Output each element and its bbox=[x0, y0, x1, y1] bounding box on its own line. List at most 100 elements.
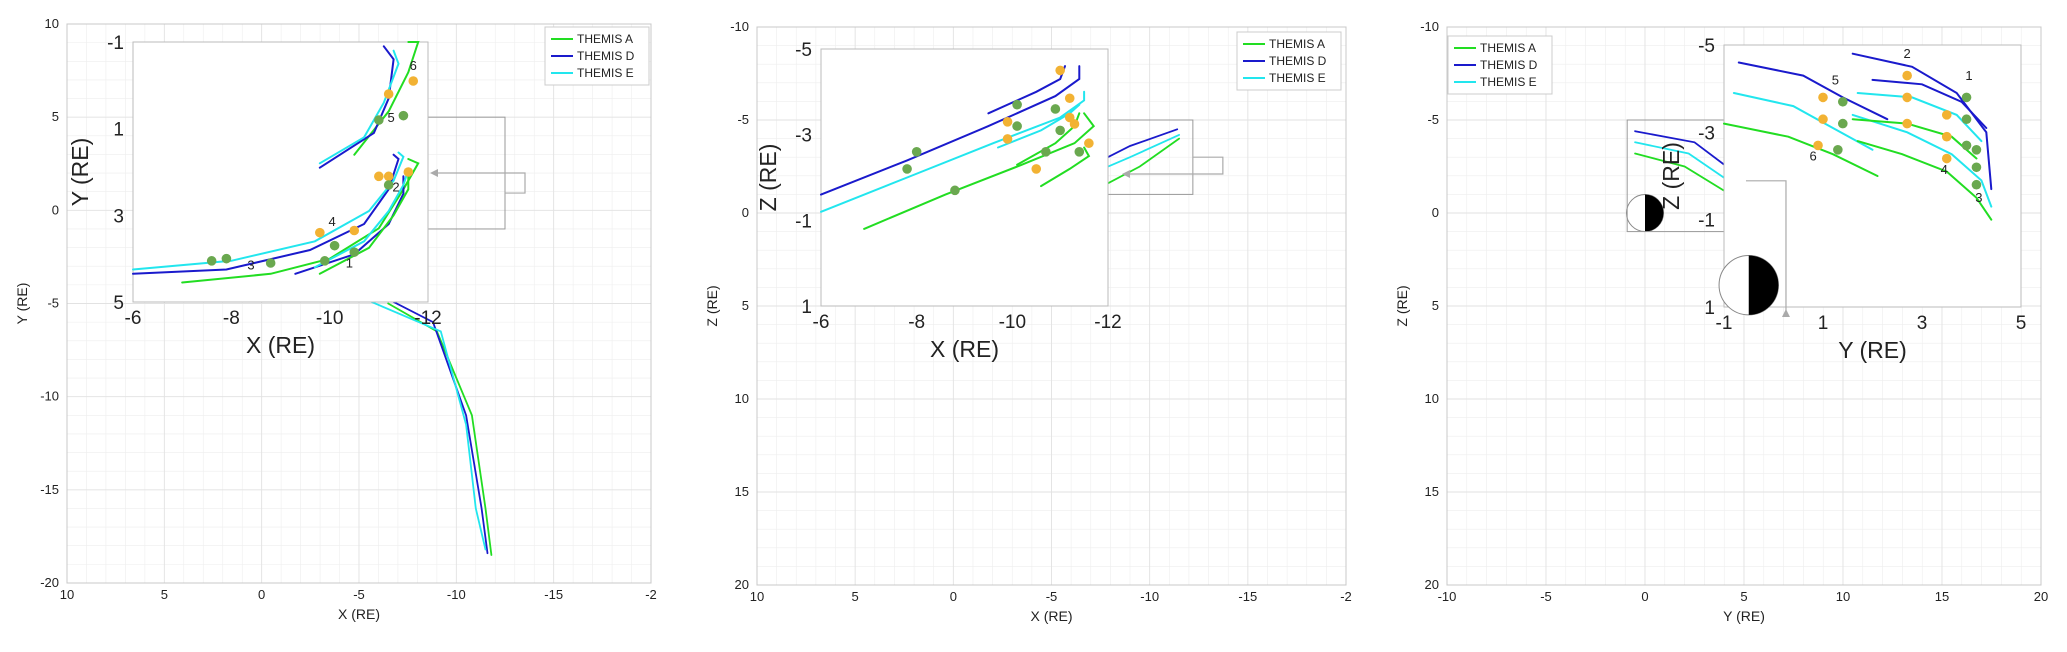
inset-y-axis-label: Z (RE) bbox=[755, 144, 781, 212]
inset-orbit-themis-a bbox=[1723, 122, 1879, 177]
inset-marker-green bbox=[398, 110, 409, 121]
inset-marker-orange bbox=[403, 167, 414, 177]
inset-point-label: 2 bbox=[1904, 46, 1911, 61]
inset-marker-orange bbox=[374, 171, 384, 182]
zoom-connector bbox=[1122, 156, 1224, 178]
y-tick-label: -5 bbox=[1427, 112, 1439, 127]
inset-marker-green bbox=[1971, 162, 1982, 173]
inset-orbit-themis-e bbox=[313, 168, 410, 269]
inset-y-axis-label: Z (RE) bbox=[1658, 142, 1684, 210]
legend-entry-label: THEMIS A bbox=[1269, 37, 1325, 51]
x-tick-label: 10 bbox=[750, 589, 764, 604]
inset-marker-orange bbox=[1941, 131, 1952, 142]
legend-entry-label: THEMIS E bbox=[1480, 75, 1537, 89]
y-tick-label: -10 bbox=[730, 19, 749, 34]
inset-y-tick-label: -1 bbox=[107, 33, 124, 54]
inset-marker-green bbox=[1961, 140, 1972, 151]
legend-entry-label: THEMIS A bbox=[577, 32, 633, 46]
inset-marker-green bbox=[319, 256, 330, 266]
inset-frame bbox=[1723, 44, 2022, 308]
inset-x-axis-label: X (RE) bbox=[246, 332, 315, 358]
inset-y-tick-label: -5 bbox=[1698, 36, 1715, 57]
zoom-connector bbox=[1745, 180, 1790, 317]
inset-orbit-themis-e bbox=[1851, 113, 1993, 208]
inset-orbit-themis-e bbox=[132, 151, 405, 271]
inset-orbit-themis-e bbox=[997, 103, 1081, 149]
inset-x-axis-label: X (RE) bbox=[930, 336, 999, 362]
legend: THEMIS A THEMIS D THEMIS E bbox=[1236, 31, 1342, 91]
legend-entry-label: THEMIS E bbox=[1269, 71, 1326, 85]
inset-point-label: 1 bbox=[1965, 68, 1972, 83]
inset-orbit-themis-d bbox=[1851, 52, 1993, 191]
legend: THEMIS A THEMIS D THEMIS E bbox=[544, 26, 650, 86]
axes-frame bbox=[756, 26, 1347, 586]
x-tick-label: 20 bbox=[2034, 589, 2048, 604]
orbit-series-themis-a bbox=[1634, 152, 1731, 196]
inset-x-tick-label: -12 bbox=[414, 308, 441, 329]
y-tick-label: 5 bbox=[742, 298, 749, 313]
orbit-series-themis-d bbox=[377, 293, 489, 555]
y-tick-label: 5 bbox=[52, 109, 59, 124]
x-tick-label: 0 bbox=[258, 587, 265, 602]
inset-marker-orange bbox=[1818, 92, 1828, 103]
inset-marker-green bbox=[1838, 118, 1848, 129]
axes-frame bbox=[66, 23, 652, 584]
inset-orbit-themis-e bbox=[1856, 92, 1983, 143]
y-axis-label: Y (RE) bbox=[14, 283, 30, 325]
inset-marker-green bbox=[911, 147, 922, 157]
inset-x-tick-label: 1 bbox=[1818, 313, 1829, 334]
inset-orbit-themis-e bbox=[820, 90, 1086, 213]
inset-point-label: 5 bbox=[1832, 72, 1839, 87]
inset-marker-green bbox=[950, 185, 960, 196]
connector-line bbox=[1128, 156, 1224, 175]
y-tick-label: 10 bbox=[735, 391, 749, 406]
inset-marker-orange bbox=[1002, 117, 1013, 127]
inset-marker-green bbox=[1074, 147, 1085, 157]
inset-earth-night-side bbox=[1748, 255, 1779, 315]
inset-orbit-themis-d bbox=[1737, 61, 1889, 121]
x-tick-label: 0 bbox=[950, 589, 957, 604]
connector-arrowhead bbox=[1781, 309, 1790, 317]
orbit-series-themis-d bbox=[1634, 130, 1735, 173]
inset-marker-green bbox=[349, 247, 360, 257]
legend-entry-label: THEMIS D bbox=[1480, 58, 1538, 72]
inset-marker-green bbox=[1838, 96, 1848, 107]
inset-marker-green bbox=[1041, 147, 1051, 157]
connector-line bbox=[436, 172, 526, 194]
inset-marker-green bbox=[1961, 92, 1972, 103]
axes-frame bbox=[1446, 26, 2042, 586]
inset-y-tick-label: 1 bbox=[1704, 298, 1715, 319]
connector-line bbox=[1745, 180, 1787, 315]
y-tick-label: -15 bbox=[40, 482, 59, 497]
inset-marker-orange bbox=[1813, 140, 1823, 151]
inset-x-tick-label: -8 bbox=[908, 312, 925, 333]
y-tick-label: 0 bbox=[742, 205, 749, 220]
inset-x-axis-label: Y (RE) bbox=[1838, 337, 1907, 363]
y-tick-label: -10 bbox=[1420, 19, 1439, 34]
inset-marker-green bbox=[1012, 99, 1022, 110]
x-axis-label: X (RE) bbox=[1031, 608, 1073, 624]
inset-x-tick-label: -12 bbox=[1094, 312, 1121, 333]
inset-marker-green bbox=[902, 164, 912, 174]
inset-marker-orange bbox=[1064, 93, 1075, 104]
inset-y-tick-label: 5 bbox=[113, 293, 124, 314]
x-tick-label: 0 bbox=[1641, 589, 1648, 604]
inset-marker-orange bbox=[1064, 112, 1075, 123]
zoom-connector bbox=[430, 169, 526, 194]
inset-point-label: 3 bbox=[1975, 190, 1982, 205]
inset-orbit-themis-e bbox=[1732, 92, 1874, 151]
inset-marker-orange bbox=[1902, 70, 1912, 81]
x-tick-label: -10 bbox=[1438, 589, 1457, 604]
inset-marker-green bbox=[1050, 104, 1061, 114]
x-tick-label: 5 bbox=[852, 589, 859, 604]
legend-entry-label: THEMIS E bbox=[577, 66, 634, 80]
inset-x-tick-label: -6 bbox=[813, 312, 830, 333]
inset-marker-green bbox=[329, 240, 340, 251]
y-axis-label: Z (RE) bbox=[704, 285, 720, 326]
x-tick-label: -15 bbox=[1238, 589, 1257, 604]
inset-x-tick-label: -6 bbox=[125, 308, 142, 329]
inset-y-tick-label: 3 bbox=[113, 206, 124, 227]
earth-night-side bbox=[1645, 194, 1664, 232]
